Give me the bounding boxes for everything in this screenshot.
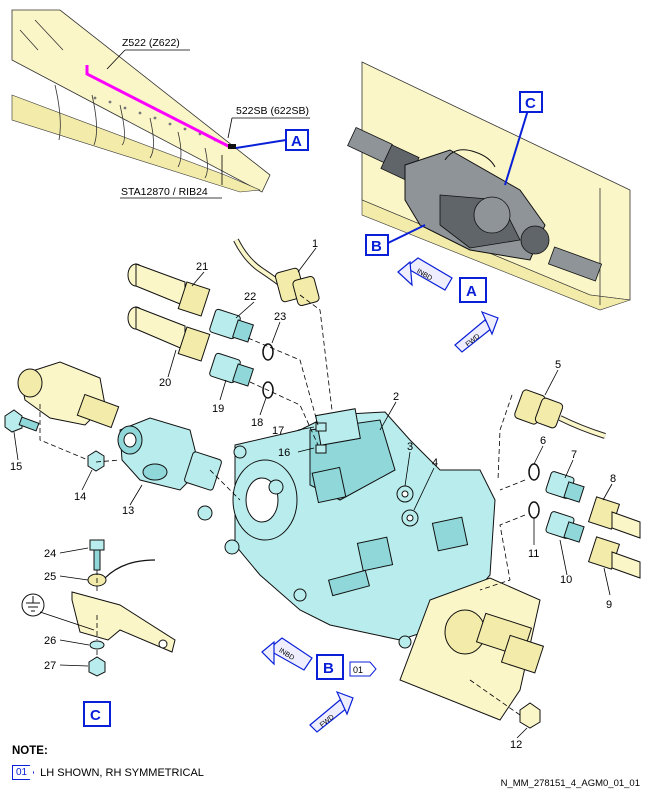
item-number: 19 — [212, 403, 224, 415]
pump-body-item-2 — [197, 408, 496, 649]
item-number: 27 — [44, 660, 56, 672]
item-10-fitting — [545, 511, 585, 543]
item-number: 15 — [10, 461, 22, 473]
item-number: 18 — [251, 417, 263, 429]
item-12-nut — [519, 702, 541, 729]
item-number: 17 — [272, 425, 284, 437]
item-number: 7 — [571, 449, 577, 461]
note-text: LH SHOWN, RH SYMMETRICAL — [40, 766, 204, 779]
item-15-bolt — [4, 409, 40, 433]
view-a-pump-assembly — [347, 126, 603, 282]
item-13-bracket — [117, 417, 222, 491]
station-label: STA12870 / RIB24 — [121, 186, 208, 198]
item-number: 13 — [122, 505, 134, 517]
document-code: N_MM_278151_4_AGM0_01_01 — [500, 778, 640, 789]
effectivity-tag: 01 — [12, 765, 35, 780]
item-number: 12 — [510, 739, 522, 751]
svg-text:B: B — [371, 238, 382, 255]
item-number: 16 — [278, 447, 290, 459]
svg-text:01: 01 — [353, 665, 363, 675]
item-number: 23 — [274, 311, 286, 323]
view-a-callout-box — [285, 129, 309, 151]
item-number: 9 — [606, 599, 612, 611]
view-c-ground-connection: C — [21, 539, 176, 727]
item-19-fitting — [209, 352, 255, 387]
svg-text:A: A — [291, 133, 302, 150]
item-number-labels: 1 2 3 4 5 6 7 8 9 10 11 12 13 14 15 16 1… — [10, 238, 616, 751]
fwd-arrow-icon: FWD — [309, 690, 354, 733]
note-title: NOTE: — [12, 745, 48, 757]
item-6-o-ring — [528, 463, 540, 481]
zone-label-z522: Z522 (Z622) — [122, 37, 180, 49]
item-number: 8 — [610, 473, 616, 485]
item-27-nut — [88, 656, 106, 677]
item-1-connector — [274, 267, 320, 307]
wing-locator-view: Z522 (Z622) 522SB (622SB) STA12870 / RIB… — [11, 9, 310, 199]
item-23-o-ring — [262, 343, 274, 361]
item-24-bolt — [89, 539, 105, 571]
item-8-sleeve — [587, 496, 641, 539]
view-b-effectivity-tag: 01 — [349, 661, 377, 677]
item-5-connector — [514, 389, 564, 429]
inbd-arrow-icon: INBD — [261, 637, 313, 671]
view-c-callout-box — [519, 91, 543, 113]
view-c-title: C — [90, 707, 101, 724]
view-a-title: A — [466, 283, 477, 300]
item-9-sleeve — [587, 536, 641, 579]
item-22-fitting — [209, 308, 255, 343]
view-a-installation: C B INBD A FWD — [347, 61, 631, 353]
view-b-title: B — [323, 660, 334, 677]
item-number: 26 — [44, 635, 56, 647]
view-b-title-box — [316, 654, 344, 680]
view-b-exploded: B 01 INBD FWD — [4, 238, 641, 739]
zone-522-highlight — [85, 65, 233, 150]
item-number: 14 — [74, 491, 86, 503]
view-a-title-box — [459, 277, 487, 303]
item-26-washer — [89, 640, 105, 650]
ground-symbol-icon — [21, 593, 45, 617]
item-14-nut — [87, 450, 105, 472]
item-number: 22 — [244, 291, 256, 303]
item-number: 11 — [528, 548, 539, 560]
item-number: 21 — [196, 261, 208, 273]
zone-label-522sb: 522SB (622SB) — [236, 105, 309, 117]
item-number: 3 — [407, 441, 413, 453]
view-c-title-box — [83, 701, 111, 727]
view-b-callout-box — [365, 234, 389, 256]
drive-shaft-structure — [399, 577, 545, 721]
item-number: 5 — [555, 359, 561, 371]
item-number: 1 — [312, 238, 318, 250]
item-18-o-ring — [262, 381, 274, 399]
inbd-arrow-icon: INBD — [397, 257, 453, 291]
svg-text:C: C — [525, 95, 536, 112]
item-21-sleeve — [127, 263, 211, 317]
item-number: 2 — [393, 391, 399, 403]
item-7-fitting — [545, 471, 585, 503]
item-11-o-ring — [528, 501, 540, 519]
item-number: 20 — [159, 377, 171, 389]
item-16-bolt — [315, 444, 327, 454]
clamp-assembly — [17, 361, 120, 429]
item-number: 10 — [560, 574, 572, 586]
item-17-bolt — [315, 422, 327, 432]
note-line: 01 LH SHOWN, RH SYMMETRICAL — [12, 765, 204, 780]
item-number: 6 — [540, 435, 546, 447]
item-number: 25 — [44, 571, 56, 583]
item-20-sleeve — [127, 306, 211, 362]
item-number: 24 — [44, 548, 56, 560]
fwd-arrow-icon: FWD — [454, 310, 499, 353]
item-number: 4 — [432, 457, 438, 469]
